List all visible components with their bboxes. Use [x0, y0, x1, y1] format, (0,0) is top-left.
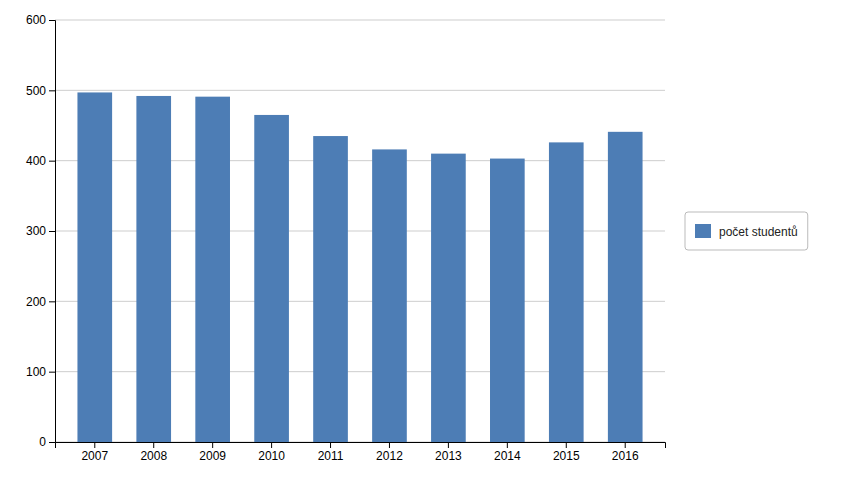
x-tick-label: 2009	[199, 449, 226, 463]
x-axis-line	[56, 443, 666, 449]
y-tick-label: 0	[39, 435, 46, 449]
chart: 0100200300400500600200720082009201020112…	[0, 0, 865, 482]
bar	[431, 154, 466, 442]
x-tick-mark	[389, 442, 390, 448]
x-tick-label: 2011	[318, 449, 344, 463]
x-tick: 2010	[258, 442, 285, 463]
x-tick-label: 2015	[553, 449, 580, 463]
bar	[136, 96, 171, 442]
x-tick: 2011	[318, 442, 344, 463]
x-tick-label: 2014	[494, 449, 521, 463]
y-tick-label: 600	[26, 13, 46, 27]
x-tick-mark	[212, 442, 213, 448]
y-tick-label: 500	[26, 84, 46, 98]
x-tick-mark	[94, 442, 95, 448]
legend-frame	[685, 212, 808, 250]
bar	[77, 92, 112, 442]
grid-line	[55, 20, 665, 21]
legend: počet studentů	[685, 212, 808, 250]
y-tick: 400	[26, 154, 55, 168]
y-axis: 0 100 200 300 400 500 600	[26, 13, 56, 449]
y-tick-mark	[49, 442, 55, 443]
legend-label: počet studentů	[719, 225, 798, 239]
bar	[608, 132, 643, 442]
x-tick: 2007	[81, 442, 108, 463]
y-tick: 300	[26, 224, 55, 238]
y-tick: 500	[26, 84, 55, 98]
x-tick-label: 2016	[612, 449, 639, 463]
y-tick-mark	[49, 90, 55, 91]
bar	[195, 97, 230, 442]
legend-swatch	[695, 224, 711, 238]
bar	[254, 115, 289, 442]
x-tick-mark	[330, 442, 331, 448]
y-tick-mark	[49, 231, 55, 232]
y-tick-label: 300	[26, 224, 46, 238]
x-tick-label: 2010	[258, 449, 285, 463]
y-tick-mark	[49, 161, 55, 162]
plot: 0100200300400500600200720082009201020112…	[26, 13, 666, 462]
x-tick-mark	[507, 442, 508, 448]
x-tick-label: 2007	[81, 449, 108, 463]
x-tick: 2016	[612, 442, 639, 463]
y-tick: 100	[26, 365, 55, 379]
x-tick-mark	[566, 442, 567, 448]
x-tick-label: 2008	[140, 449, 167, 463]
y-tick-label: 100	[26, 365, 46, 379]
bar	[490, 159, 525, 442]
y-tick-label: 400	[26, 154, 46, 168]
x-tick: 2008	[140, 442, 167, 463]
legend-item: počet studentů	[695, 224, 798, 239]
grid	[55, 20, 665, 442]
grid-line	[55, 90, 665, 91]
y-tick-label: 200	[26, 295, 46, 309]
y-tick: 0	[39, 435, 55, 449]
x-tick-mark	[271, 442, 272, 448]
x-tick: 2012	[376, 442, 403, 463]
x-tick: 2015	[553, 442, 580, 463]
y-tick: 200	[26, 295, 55, 309]
x-tick-mark	[448, 442, 449, 448]
bar	[549, 142, 584, 442]
bars	[77, 92, 642, 442]
x-tick: 2013	[435, 442, 462, 463]
y-tick-mark	[49, 20, 55, 21]
y-tick-mark	[49, 372, 55, 373]
x-axis: 2007 2008 2009 2010 2011 2012 2013 2014 2015 2016	[56, 442, 666, 463]
bar	[372, 149, 407, 442]
y-tick: 600	[26, 13, 55, 27]
x-tick: 2014	[494, 442, 521, 463]
y-axis-line	[49, 21, 56, 443]
y-tick-mark	[49, 301, 55, 302]
x-tick-label: 2012	[376, 449, 403, 463]
x-tick-mark	[153, 442, 154, 448]
bar	[313, 136, 348, 442]
x-tick-mark	[625, 442, 626, 448]
x-tick-label: 2013	[435, 449, 462, 463]
x-tick: 2009	[199, 442, 226, 463]
